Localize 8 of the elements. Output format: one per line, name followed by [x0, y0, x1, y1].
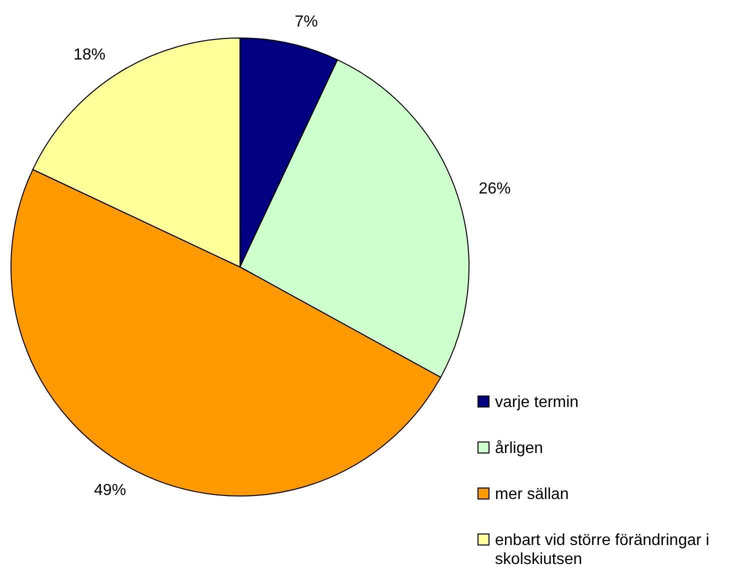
legend-label: årligen — [495, 440, 544, 457]
data-label: 26% — [478, 180, 511, 198]
data-label: 49% — [94, 482, 126, 499]
legend-label: enbart vid större förändringar i skolskiutsen — [495, 532, 710, 568]
legend-label: varje termin — [495, 394, 579, 411]
data-label: 7% — [294, 13, 318, 30]
data-label: 18% — [73, 46, 106, 64]
legend-label: mer sällan — [495, 486, 569, 503]
